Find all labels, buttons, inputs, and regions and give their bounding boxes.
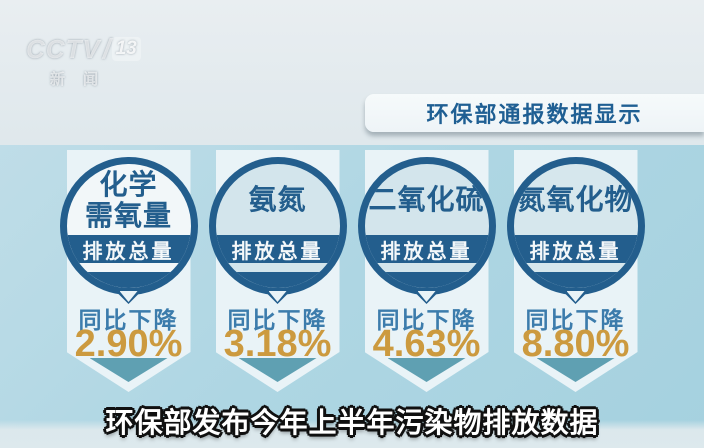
news-subtitle: 环保部发布今年上半年污染物排放数据 (105, 407, 599, 438)
logo-slash: / (102, 33, 111, 64)
stat-circle: 氨氮 排放总量 (208, 157, 347, 295)
pollutant-name: 化学 需氧量 (84, 168, 172, 231)
channel-logo: CCTV / 13 (26, 33, 141, 65)
stat-badge-ammonia-nitrogen: 氨氮 排放总量 同比下降 3.18% (208, 150, 348, 395)
stat-circle: 二氧化硫 排放总量 (357, 157, 496, 295)
emission-total-band: 排放总量 (66, 235, 191, 263)
circle-tail-notch (417, 291, 436, 302)
pollutant-name: 氮氧化物 (517, 184, 634, 216)
channel-number: 13 (111, 37, 141, 61)
stat-circle: 氮氧化物 排放总量 (506, 157, 645, 295)
stat-circle: 化学 需氧量 排放总量 (59, 157, 198, 295)
pollutant-name: 氨氮 (248, 184, 307, 216)
circle-tail-notch (566, 291, 585, 302)
trend-label: 同比下降 (227, 307, 328, 333)
stat-badge-sulfur-dioxide: 二氧化硫 排放总量 同比下降 4.63% (357, 150, 497, 395)
emission-total-band: 排放总量 (364, 235, 489, 263)
channel-subtitle: 新闻 (50, 71, 117, 88)
circle-bottom-cap (215, 272, 340, 288)
trend-value: 8.80% (521, 323, 630, 365)
trend-label: 同比下降 (376, 307, 477, 333)
channel-watermark: CCTV / 13 新闻 (26, 33, 141, 89)
emission-total-band: 排放总量 (513, 235, 638, 263)
circle-bottom-cap (513, 272, 638, 288)
trend-label: 同比下降 (78, 307, 179, 333)
background-bottom-strip (0, 420, 704, 448)
circle-tail-notch (268, 291, 287, 302)
circle-bottom-cap (66, 272, 191, 288)
stat-badges-row: 化学 需氧量 排放总量 同比下降 2.90% 氨氮 排放总量 同比下降 3.18… (0, 150, 704, 395)
emission-total-band: 排放总量 (215, 235, 340, 263)
trend-value: 3.18% (223, 323, 332, 365)
circle-bottom-cap (364, 272, 489, 288)
trend-value: 4.63% (372, 323, 481, 365)
header-banner: 环保部通报数据显示 (365, 94, 704, 132)
header-banner-text: 环保部通报数据显示 (426, 102, 643, 127)
stat-badge-cod: 化学 需氧量 排放总量 同比下降 2.90% (59, 150, 199, 395)
trend-value: 2.90% (74, 323, 183, 365)
pollutant-name: 二氧化硫 (368, 184, 485, 216)
stat-badge-nitrogen-oxides: 氮氧化物 排放总量 同比下降 8.80% (506, 150, 646, 395)
cctv-logo-text: CCTV (26, 33, 101, 64)
circle-tail-notch (119, 291, 138, 302)
trend-label: 同比下降 (525, 307, 626, 333)
